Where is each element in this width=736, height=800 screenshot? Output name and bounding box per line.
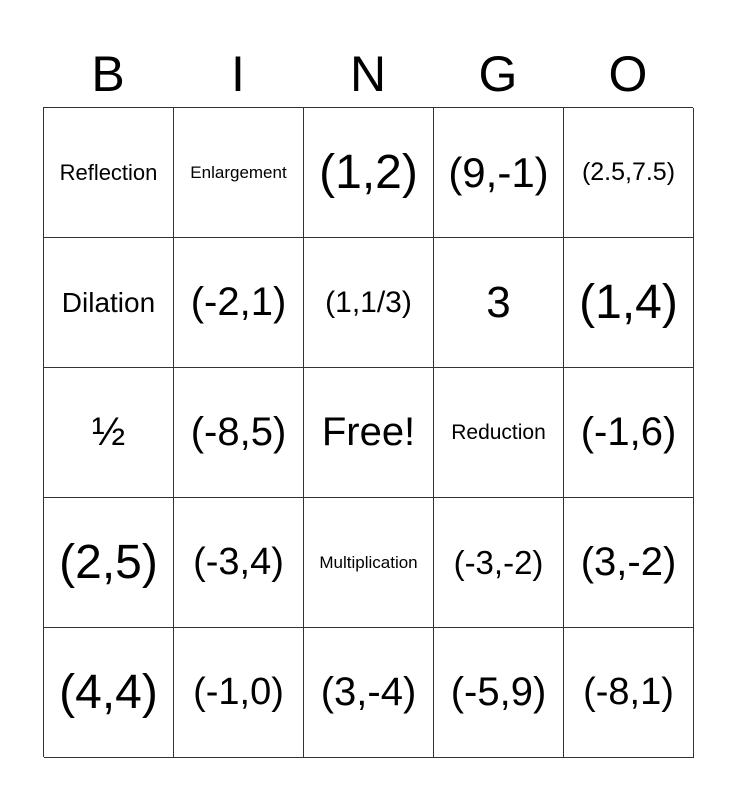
bingo-cell: (1,1/3) — [304, 238, 434, 368]
bingo-cell: ½ — [44, 368, 174, 498]
header-letter-b: B — [91, 46, 125, 102]
bingo-cell: (4,4) — [44, 628, 174, 758]
bingo-cell: Dilation — [44, 238, 174, 368]
bingo-cell: Enlargement — [174, 108, 304, 238]
bingo-cell: (-3,4) — [174, 498, 304, 628]
header-letter-n: N — [349, 46, 387, 102]
header-letter-o: O — [608, 46, 648, 102]
bingo-cell: (3,-4) — [304, 628, 434, 758]
bingo-cell: (-1,0) — [174, 628, 304, 758]
bingo-cell: (-8,1) — [564, 628, 694, 758]
bingo-cell: Reduction — [434, 368, 564, 498]
bingo-cell: (-3,-2) — [434, 498, 564, 628]
bingo-grid: Reflection Enlargement (1,2) (9,-1) (2.5,7.5… — [43, 107, 694, 758]
bingo-cell: Multiplication — [304, 498, 434, 628]
bingo-cell: (2,5) — [44, 498, 174, 628]
bingo-cell: (2.5,7.5) — [564, 108, 694, 238]
bingo-cell: (-2,1) — [174, 238, 304, 368]
bingo-header: B I N G O — [43, 44, 693, 104]
bingo-cell: (-8,5) — [174, 368, 304, 498]
bingo-cell: (3,-2) — [564, 498, 694, 628]
bingo-cell: (1,2) — [304, 108, 434, 238]
free-space-cell: Free! — [304, 368, 434, 498]
bingo-cell: Reflection — [44, 108, 174, 238]
bingo-cell: (-1,6) — [564, 368, 694, 498]
bingo-cell: (9,-1) — [434, 108, 564, 238]
bingo-cell: (1,4) — [564, 238, 694, 368]
header-letter-i: I — [231, 46, 245, 102]
bingo-cell: (-5,9) — [434, 628, 564, 758]
header-letter-g: G — [478, 46, 518, 102]
bingo-cell: 3 — [434, 238, 564, 368]
